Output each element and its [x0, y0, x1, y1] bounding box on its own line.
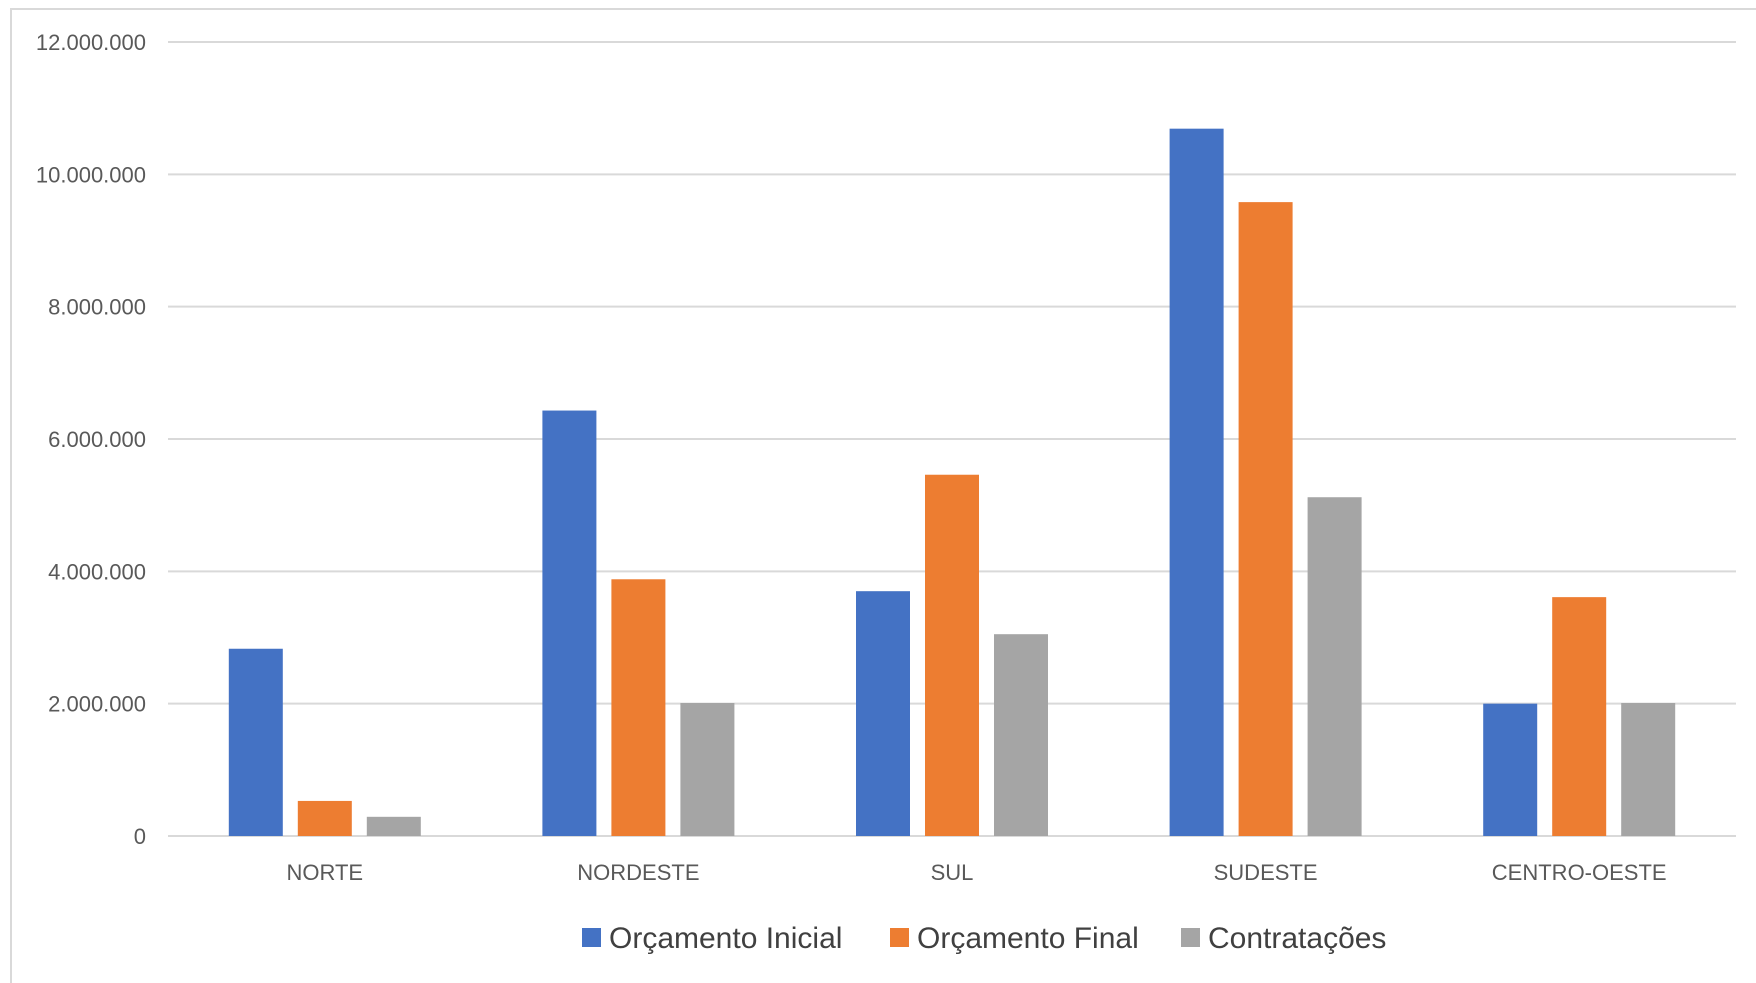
- bar-centro-oeste-0: [1483, 703, 1538, 836]
- legend: Orçamento Inicial Orçamento Final Contrata…: [582, 922, 1386, 955]
- y-axis-tick-labels: 0 2.000.000 4.000.000 6.000.000 8.000.000 10.…: [36, 30, 146, 849]
- y-tick-label: 2.000.000: [48, 692, 146, 717]
- bar-sul-1: [925, 474, 979, 836]
- legend-label: Contratações: [1208, 922, 1386, 955]
- x-axis-category-labels: NORTE NORDESTE SUL SUDESTE CENTRO-OESTE: [286, 860, 1666, 885]
- bars: [228, 128, 1676, 836]
- x-category-label: NORDESTE: [577, 860, 699, 885]
- bar-centro-oeste-2: [1621, 703, 1676, 836]
- x-category-label: CENTRO-OESTE: [1492, 860, 1667, 885]
- y-tick-label: 6.000.000: [48, 427, 146, 452]
- bar-centro-oeste-1: [1552, 597, 1607, 836]
- y-tick-label: 12.000.000: [36, 30, 146, 55]
- bar-sul-0: [856, 591, 910, 836]
- y-tick-label: 0: [134, 824, 146, 849]
- bar-nordeste-0: [542, 410, 597, 836]
- x-category-label: SUDESTE: [1214, 860, 1318, 885]
- legend-swatch: [890, 928, 909, 947]
- x-category-label: NORTE: [286, 860, 363, 885]
- x-category-label: SUL: [931, 860, 974, 885]
- bar-nordeste-1: [611, 579, 666, 836]
- y-tick-label: 4.000.000: [48, 559, 146, 584]
- legend-label: Orçamento Inicial: [609, 922, 842, 955]
- bar-norte-2: [366, 816, 421, 836]
- bar-norte-0: [228, 648, 283, 836]
- legend-label: Orçamento Final: [917, 922, 1139, 955]
- legend-swatch: [1181, 928, 1200, 947]
- bar-sul-2: [994, 634, 1048, 836]
- y-tick-label: 8.000.000: [48, 295, 146, 320]
- bar-sudeste-1: [1238, 202, 1293, 836]
- y-tick-label: 10.000.000: [36, 162, 146, 187]
- bar-sudeste-0: [1169, 128, 1224, 836]
- legend-swatch: [582, 928, 601, 947]
- bar-nordeste-2: [680, 703, 735, 836]
- bar-norte-1: [297, 800, 352, 836]
- bar-sudeste-2: [1307, 497, 1362, 836]
